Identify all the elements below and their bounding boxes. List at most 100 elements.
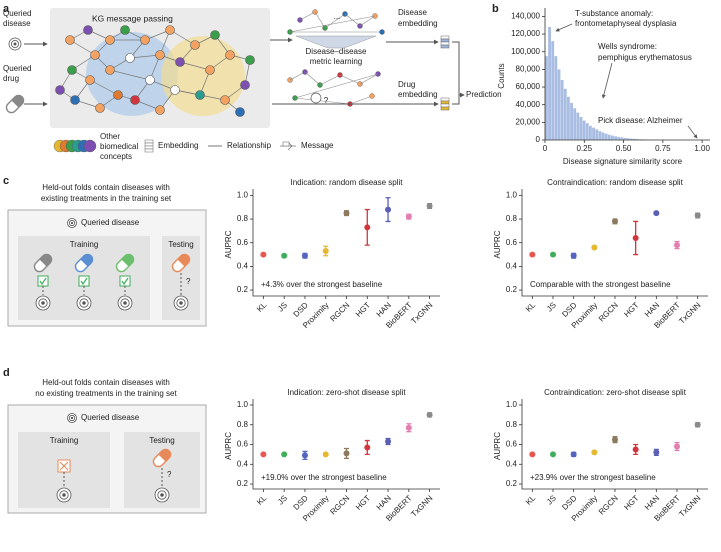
y-tick-label: 0.4 (506, 459, 518, 468)
dot (591, 449, 598, 456)
chart-title: Indication: zero-shot disease split (287, 388, 406, 397)
dot (405, 213, 412, 220)
kg-node (175, 57, 185, 67)
check (80, 277, 88, 286)
kg-node (85, 75, 95, 85)
drug-icon (80, 254, 93, 267)
kg-node (155, 50, 165, 60)
dot (385, 206, 392, 213)
annotation: Comparable with the strongest baseline (530, 280, 671, 289)
caption: existing treatments in the training set (41, 194, 172, 203)
bar (604, 133, 608, 140)
ml-query (310, 92, 322, 104)
dot (322, 451, 329, 458)
bar (601, 132, 605, 140)
dot (570, 252, 577, 259)
dot (570, 451, 577, 458)
kg-node (145, 75, 155, 85)
ml-edge (294, 73, 379, 99)
dot (364, 224, 371, 231)
dot (364, 444, 371, 451)
kg-edge (69, 39, 96, 56)
x-tick-label: RGCN (328, 300, 351, 323)
y-axis-label: AUPRC (493, 230, 502, 258)
dot (322, 248, 329, 255)
kg-node (225, 50, 235, 60)
queried: Queried disease (81, 413, 140, 422)
legend-text: Message (301, 141, 334, 150)
y-tick-label: 0.8 (237, 420, 249, 429)
disease-icon (62, 493, 66, 497)
embedding-icon (144, 139, 154, 144)
y-tick-label: 0.6 (506, 440, 518, 449)
kg-node (90, 50, 100, 60)
question: ? (324, 96, 329, 105)
check-box (119, 275, 131, 287)
disease-icon (176, 298, 186, 308)
dot (591, 244, 598, 251)
drug-icon (39, 254, 52, 267)
y-tick-label: 60,000 (516, 82, 541, 91)
kg-node (130, 95, 140, 105)
x-tick-label: HAN (375, 300, 393, 318)
dot (281, 252, 288, 259)
bar (560, 79, 564, 140)
y-axis-label: AUPRC (493, 432, 502, 460)
ml-edge (319, 74, 341, 86)
y-tick-label: 0.6 (237, 238, 249, 247)
legend-text: Other (100, 132, 120, 141)
x-tick-label: RGCN (328, 493, 351, 516)
embedding-icon (144, 145, 154, 150)
dot (301, 452, 308, 459)
kg-node (245, 55, 255, 65)
y-tick-label: 0.2 (237, 285, 249, 294)
bar (545, 56, 548, 140)
legend (53, 139, 296, 153)
drug-icon (33, 253, 53, 273)
x-tick-label: KL (524, 493, 538, 507)
x-tick-label: HGT (622, 493, 640, 511)
queried-disease: disease (3, 19, 31, 28)
check-box (78, 275, 90, 287)
x-tick-label: JS (545, 494, 558, 507)
dot (612, 218, 618, 225)
ml-edge (359, 73, 379, 85)
y-tick-label: 0.6 (237, 440, 249, 449)
axes (521, 399, 708, 490)
y-axis-label: Counts (497, 63, 506, 88)
disease-icon (38, 298, 48, 308)
bar (551, 41, 555, 140)
bar (611, 135, 614, 140)
dot (426, 203, 433, 210)
y-axis-label: AUPRC (224, 432, 233, 460)
kg-node (140, 35, 150, 45)
dot (653, 449, 660, 456)
kg-node (220, 95, 230, 105)
annotation: Wells syndrome: (598, 42, 657, 51)
ml-edge (299, 11, 316, 21)
kg-node (113, 90, 123, 100)
disease-icon (120, 298, 130, 308)
legend-text: concepts (100, 152, 132, 161)
dot (550, 451, 556, 458)
x-tick-label: TxGNN (409, 300, 434, 325)
kg-node (240, 80, 250, 90)
bar (607, 134, 611, 140)
panel-a: a Queried disease Queried drug KG messag… (3, 3, 502, 161)
embedding-icon (440, 44, 450, 49)
disease-embedding: embedding (398, 19, 438, 28)
kg-node (55, 85, 65, 95)
x-tick-label: 0.75 (655, 144, 671, 153)
bar (554, 56, 558, 140)
drug-icon (74, 253, 94, 273)
annotation: T-substance anomaly: (575, 9, 653, 18)
check (39, 277, 47, 286)
y-tick-label: 0.4 (237, 459, 249, 468)
testing: Testing (149, 436, 174, 445)
annotation: pemphigus erythematosus (598, 53, 692, 62)
dot (674, 242, 680, 249)
drug-embedding: embedding (398, 90, 438, 99)
drug-icon (5, 94, 25, 114)
embedding-icon (440, 38, 450, 43)
y-tick-label: 1.0 (237, 400, 249, 409)
